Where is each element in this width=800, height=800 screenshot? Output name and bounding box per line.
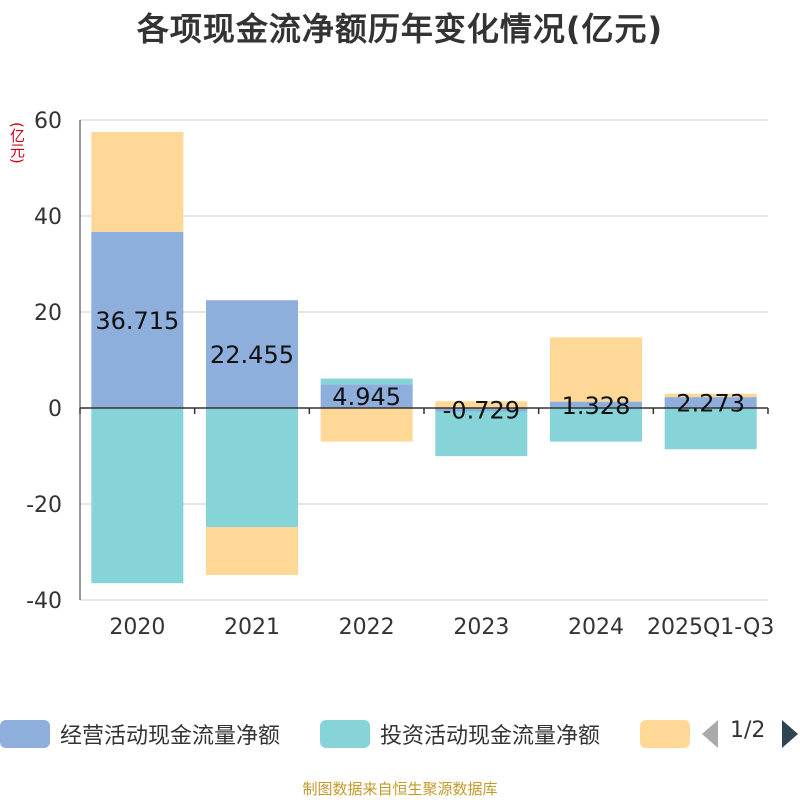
legend-item-investing[interactable]: 投资活动现金流量净额 (320, 716, 600, 752)
bar-operating (91, 231, 184, 408)
x-tick-label: 2021 (224, 615, 280, 640)
y-tick-label: 60 (34, 109, 62, 134)
bar-operating (206, 300, 298, 408)
chart-plot-area: -40 -20 0 20 40 60 36.715 22.455 4.945 -0.729 1.32… (26, 109, 774, 640)
data-label-operating: 4.945 (332, 383, 401, 411)
legend-item-financing[interactable] (640, 716, 690, 752)
x-tick-label: 2024 (568, 615, 624, 640)
y-tick-label: 20 (34, 301, 62, 326)
bar-operating (664, 397, 757, 408)
bar-investing (206, 408, 298, 528)
data-label-operating: -0.729 (443, 397, 520, 425)
legend-next-page-icon[interactable] (782, 720, 798, 748)
legend-item-operating[interactable]: 经营活动现金流量净额 (0, 716, 280, 752)
bar-investing (435, 411, 528, 457)
bar-investing (91, 408, 184, 584)
bar-investing (320, 378, 413, 385)
data-label-operating: 36.715 (95, 307, 179, 335)
bar-financing (320, 408, 413, 442)
x-tick-label: 2023 (453, 615, 509, 640)
bar-financing (206, 527, 298, 576)
legend-label-operating: 经营活动现金流量净额 (60, 724, 281, 749)
bar-operating (550, 401, 642, 408)
bar-financing (664, 393, 757, 398)
y-axis-unit-label: (亿元) (8, 122, 26, 164)
y-tick-label: 40 (34, 205, 62, 230)
bar-financing (435, 401, 528, 408)
bar-investing (550, 408, 642, 442)
y-tick-label: -40 (26, 589, 62, 614)
legend-swatch-financing (640, 720, 690, 748)
y-tick-label: 0 (48, 397, 62, 422)
data-label-operating: 2.273 (676, 390, 745, 418)
legend-prev-page-icon[interactable] (702, 720, 718, 748)
legend-swatch-operating (0, 720, 50, 748)
legend-swatch-investing (320, 720, 370, 748)
chart-title: 各项现金流净额历年变化情况(亿元) (136, 10, 664, 48)
x-tick-label: 2020 (109, 615, 165, 640)
y-tick-label: -20 (26, 493, 62, 518)
bar-operating (320, 384, 413, 408)
legend: 经营活动现金流量净额 投资活动现金流量净额 1/2 (0, 716, 800, 752)
data-source-note: 制图数据来自恒生聚源数据库 (302, 780, 498, 798)
bar-investing (664, 408, 757, 450)
bar-operating (435, 408, 528, 412)
x-tick-label: 2025Q1-Q3 (647, 615, 774, 640)
data-label-operating: 22.455 (210, 341, 294, 369)
legend-page-indicator: 1/2 (730, 718, 766, 743)
data-label-operating: 1.328 (562, 392, 631, 420)
legend-label-investing: 投资活动现金流量净额 (380, 724, 601, 749)
bar-financing (91, 131, 184, 232)
x-tick-label: 2022 (339, 615, 395, 640)
bar-financing (550, 337, 642, 402)
